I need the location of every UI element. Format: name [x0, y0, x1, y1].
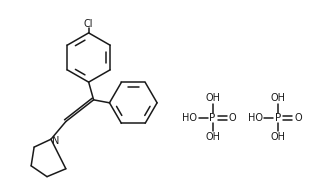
Text: OH: OH — [205, 132, 220, 142]
Text: HO: HO — [182, 113, 197, 123]
Text: HO: HO — [248, 113, 263, 123]
Text: Cl: Cl — [84, 19, 94, 29]
Text: OH: OH — [271, 132, 286, 142]
Text: O: O — [229, 113, 236, 123]
Text: OH: OH — [205, 93, 220, 103]
Text: N: N — [52, 136, 59, 146]
Text: O: O — [294, 113, 302, 123]
Text: OH: OH — [271, 93, 286, 103]
Text: P: P — [209, 113, 216, 123]
Text: P: P — [275, 113, 281, 123]
